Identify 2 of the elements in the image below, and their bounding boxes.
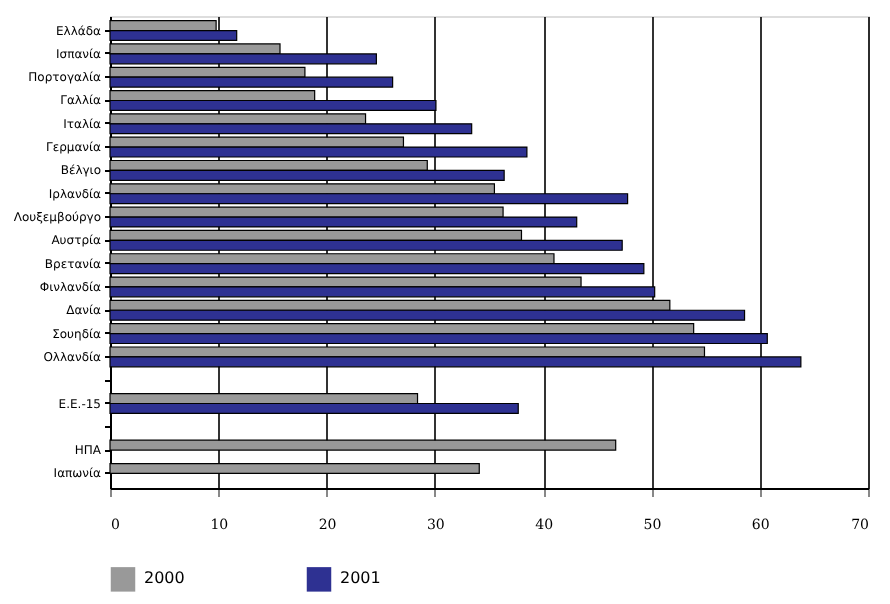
legend-label: 2001 (340, 569, 381, 588)
legend-label: 2000 (144, 569, 185, 588)
